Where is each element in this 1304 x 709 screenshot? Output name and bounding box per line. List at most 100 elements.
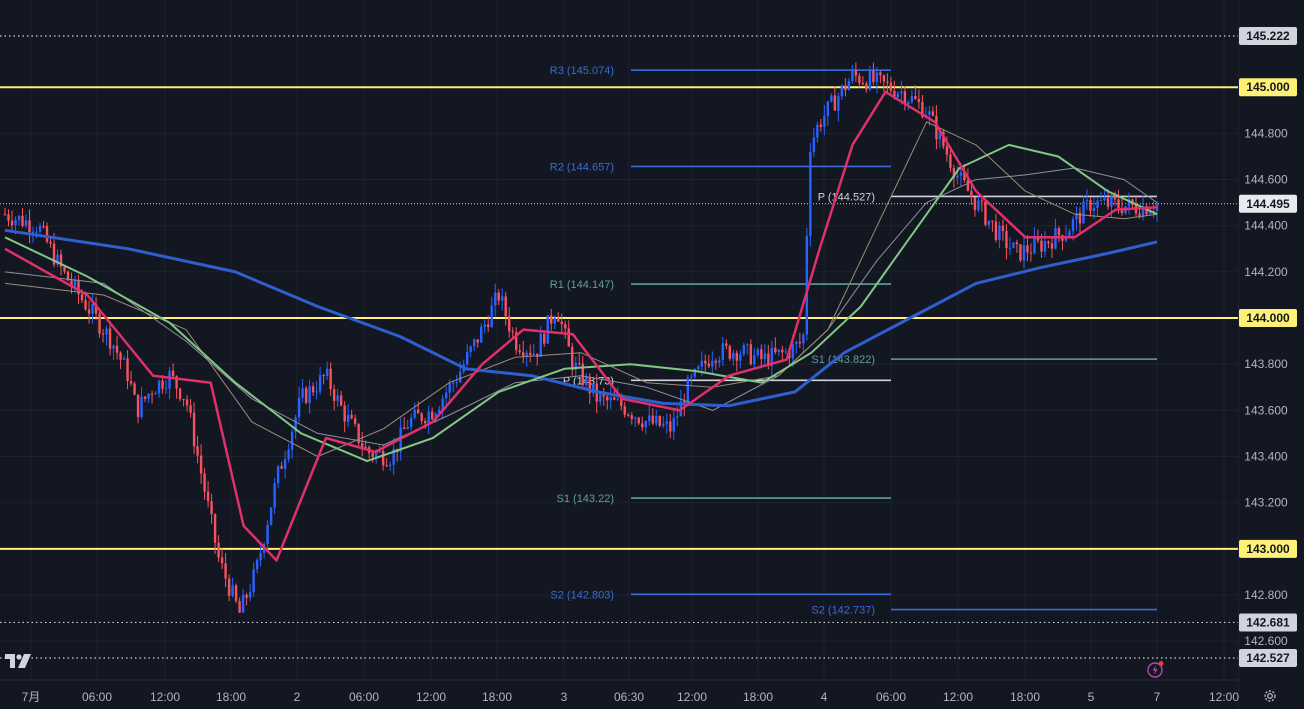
candle-body <box>739 354 742 361</box>
candle-body <box>241 594 245 613</box>
candle-body <box>273 483 276 508</box>
candle-body <box>735 352 739 361</box>
candle-body <box>987 220 991 225</box>
candle-body <box>879 72 882 76</box>
candle-body <box>325 368 329 377</box>
candle-body <box>206 491 210 502</box>
candle-body <box>914 96 917 99</box>
candle-body <box>315 391 318 393</box>
candle-body <box>52 243 56 265</box>
candle-body <box>497 292 500 301</box>
candle-body <box>42 226 45 228</box>
candle-body <box>546 315 549 344</box>
candle-body <box>420 413 423 421</box>
candle-body <box>963 172 966 181</box>
price-tag <box>1239 309 1297 328</box>
candle-body <box>686 377 689 405</box>
candle-body <box>676 416 679 418</box>
candle-body <box>980 200 984 202</box>
candle-body <box>473 339 476 347</box>
candle-body <box>581 363 584 385</box>
candle-body <box>648 415 651 421</box>
candle-body <box>339 395 343 406</box>
time-axis[interactable]: 7月 06:00 12:00 18:00 2 06:00 12:00 18:00 3 06:30 1… <box>22 690 1240 704</box>
candle-body <box>742 345 746 355</box>
candle-body <box>294 417 297 432</box>
pivot-label: R1 (144.147) <box>550 279 614 291</box>
candle-body <box>343 405 346 422</box>
candle-body <box>483 324 486 327</box>
candle-body <box>903 91 907 105</box>
candle-body <box>45 226 49 242</box>
candle-body <box>809 151 812 236</box>
candle-body <box>889 82 893 91</box>
candle-body <box>1036 238 1040 241</box>
candle-body <box>1127 199 1131 207</box>
candle-body <box>346 414 350 422</box>
candle-body <box>1138 213 1141 218</box>
candle-body <box>623 406 626 415</box>
candle-body <box>935 115 938 140</box>
candle-body <box>1085 199 1089 202</box>
candle-body <box>276 466 280 484</box>
candle-body <box>423 420 427 424</box>
price-tag-label: 144.495 <box>1246 197 1290 211</box>
candle-body <box>795 341 798 345</box>
time-tick-label: 18:00 <box>743 690 773 704</box>
candle-body <box>725 343 728 346</box>
candle-body <box>669 421 672 432</box>
candle-body <box>1092 207 1096 211</box>
lightning-alert-icon[interactable] <box>1147 660 1165 678</box>
candle-body <box>802 334 805 344</box>
candle-body <box>329 368 332 390</box>
candle-body <box>917 98 921 102</box>
candle-body <box>171 370 175 377</box>
time-tick-label: 06:30 <box>614 690 644 704</box>
candle-body <box>182 399 185 401</box>
time-tick-label: 18:00 <box>216 690 246 704</box>
candle-body <box>381 450 385 466</box>
candle-body <box>634 417 637 419</box>
time-tick-label: 06:00 <box>876 690 906 704</box>
time-tick-label: 12:00 <box>943 690 973 704</box>
candle-body <box>606 396 609 401</box>
pivot-label: P (144.527) <box>818 191 875 203</box>
candle-body <box>1103 198 1106 201</box>
time-tick-label: 12:00 <box>416 690 446 704</box>
candle-body <box>970 191 973 198</box>
candle-body <box>907 101 910 105</box>
candle-body <box>756 349 760 356</box>
candle-body <box>297 397 301 418</box>
candle-body <box>336 395 339 401</box>
settings-gear-icon[interactable] <box>1262 688 1278 704</box>
tradingview-logo-icon[interactable] <box>4 652 36 670</box>
pivot-label: R2 (144.657) <box>550 161 614 173</box>
candle-body <box>91 304 94 314</box>
moving-average-ma-slow <box>4 228 1158 408</box>
price-axis[interactable]: 144.800 144.600 144.400 144.200 143.800 143.6… <box>1239 0 1304 709</box>
candle-body <box>602 394 605 397</box>
candle-body <box>791 344 795 359</box>
candle-body <box>350 414 353 419</box>
candle-body <box>406 426 409 429</box>
candle-body <box>1068 231 1071 236</box>
candle-body <box>564 324 567 329</box>
candle-body <box>1005 231 1008 249</box>
candle-body <box>87 309 91 314</box>
candle-body <box>168 370 171 389</box>
candle-body <box>1120 207 1124 214</box>
candle-body <box>732 352 735 359</box>
candle-body <box>199 455 203 474</box>
candle-body <box>644 420 647 428</box>
candle-body <box>539 333 542 357</box>
candle-body <box>80 294 84 301</box>
candle-body <box>1057 228 1061 236</box>
candle-body <box>585 376 588 385</box>
candle-body <box>609 397 612 401</box>
candle-body <box>711 360 714 367</box>
candle-body <box>1001 225 1005 232</box>
candle-body <box>269 507 273 525</box>
candle-body <box>140 396 143 418</box>
candle-body <box>959 172 963 176</box>
